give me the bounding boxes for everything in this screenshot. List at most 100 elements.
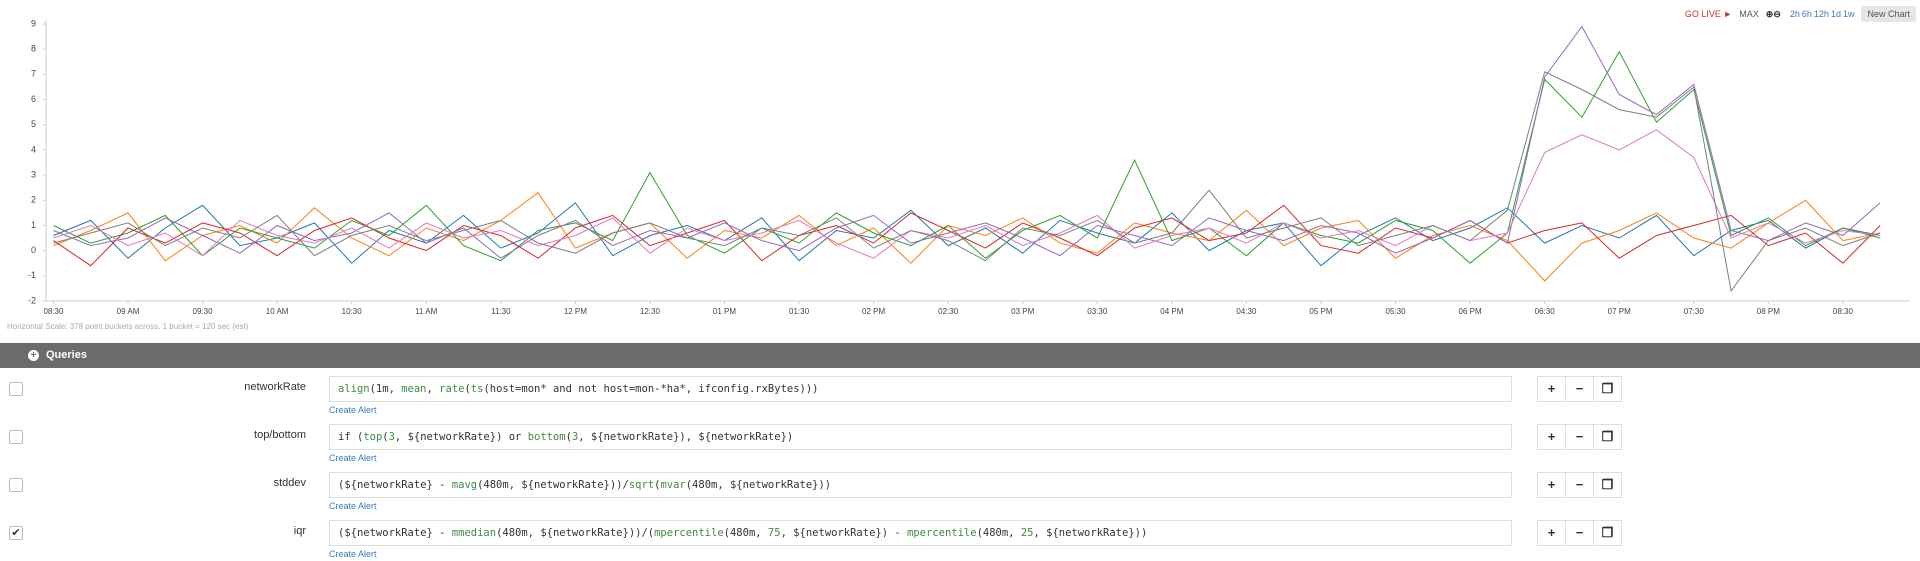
query-token: (480m, [723, 527, 768, 539]
query-token: , [426, 383, 440, 395]
x-tick-label: 08 PM [1757, 307, 1780, 316]
copy-button[interactable]: ❐ [1593, 376, 1622, 402]
range-link[interactable]: 1w [1842, 9, 1855, 19]
x-tick-label: 08:30 [43, 307, 64, 316]
query-input[interactable]: (${networkRate} - mavg (480m, ${networkRa… [329, 472, 1512, 498]
y-tick-label: 1 [31, 220, 36, 230]
query-buttons: + − ❐ [1537, 520, 1622, 546]
y-tick-label: 8 [31, 44, 36, 54]
query-token: (480m, ${networkRate})) [685, 479, 832, 491]
query-buttons: + − ❐ [1537, 376, 1622, 402]
query-row: stddev (${networkRate} - mavg(480m, ${net… [0, 472, 1920, 520]
x-tick-label: 12 PM [564, 307, 587, 316]
zoom[interactable]: ⊕⊖ [1765, 8, 1781, 19]
query-input[interactable]: if (top(3, ${networkRate}) or bottom(3, … [329, 424, 1512, 450]
series-line [53, 129, 1881, 259]
y-tick-label: 0 [31, 245, 36, 255]
max[interactable]: MAX [1739, 9, 1759, 19]
checkbox[interactable] [9, 430, 23, 444]
query-token: mmedian [451, 527, 497, 539]
checkbox[interactable] [9, 382, 23, 396]
query-row: top/bottom if (top(3, ${networkRate}) or … [0, 424, 1920, 472]
query-token: top [363, 431, 383, 443]
x-tick-label: 07:30 [1684, 307, 1705, 316]
x-tick-label: 09 AM [117, 307, 140, 316]
query-token: 25 [1020, 527, 1034, 539]
x-tick-label: 02:30 [938, 307, 959, 316]
x-tick-label: 09:30 [193, 307, 214, 316]
query-token: mavg [451, 479, 478, 491]
query-token: ts [470, 383, 484, 395]
copy-button[interactable]: ❐ [1593, 472, 1622, 498]
query-token: 3 [571, 431, 579, 443]
x-tick-label: 04 PM [1160, 307, 1183, 316]
create-alert[interactable]: Create Alert [329, 453, 377, 463]
create-alert[interactable]: Create Alert [329, 549, 377, 559]
query-name: iqr [293, 525, 306, 537]
query-token: 3 [388, 431, 395, 443]
query-token: , ${networkRate})) [1033, 527, 1148, 539]
query-token: bottom [527, 431, 566, 443]
remove-button[interactable]: − [1565, 376, 1594, 402]
query-name: top/bottom [254, 429, 306, 441]
x-tick-label: 11 AM [415, 307, 437, 316]
x-tick-label: 04:30 [1236, 307, 1257, 316]
y-tick-label: -2 [28, 295, 36, 305]
range-link[interactable]: 2h [1789, 9, 1800, 19]
series-line [53, 50, 1881, 264]
go-live[interactable]: GO LIVE ► [1684, 9, 1733, 19]
query-token: (480m, ${networkRate}))/( [496, 527, 655, 539]
x-tick-label: 05 PM [1309, 307, 1332, 316]
y-tick-label: 6 [31, 94, 36, 104]
query-token: mpercentile [654, 527, 724, 539]
query-token: sqrt [628, 479, 655, 491]
remove-button[interactable]: − [1565, 472, 1594, 498]
remove-button[interactable]: − [1565, 424, 1594, 450]
y-tick-label: -1 [28, 270, 36, 280]
y-tick-label: 5 [31, 119, 36, 129]
query-token: align [338, 383, 370, 395]
x-tick-label: 03:30 [1087, 307, 1108, 316]
query-token: 75 [767, 527, 781, 539]
x-tick-label: 01 PM [713, 307, 736, 316]
query-buttons: + − ❐ [1537, 472, 1622, 498]
x-tick-label: 06:30 [1535, 307, 1556, 316]
query-token: (1m, [369, 383, 402, 395]
add-button[interactable]: + [1537, 424, 1566, 450]
query-token: mean [401, 383, 427, 395]
remove-button[interactable]: − [1565, 520, 1594, 546]
copy-button[interactable]: ❐ [1593, 424, 1622, 450]
add-button[interactable]: + [1537, 472, 1566, 498]
series-line [53, 191, 1881, 282]
y-tick-label: 4 [31, 144, 36, 154]
query-input[interactable]: align(1m, mean, rate(ts(host=mon* and no… [329, 376, 1512, 402]
query-token: if ( [338, 431, 364, 443]
copy-button[interactable]: ❐ [1593, 520, 1622, 546]
create-alert[interactable]: Create Alert [329, 405, 377, 415]
query-token: rate [439, 383, 465, 395]
series-line [53, 202, 1881, 267]
create-alert[interactable]: Create Alert [329, 501, 377, 511]
x-tick-label: 10 AM [266, 307, 289, 316]
x-tick-label: 12:30 [640, 307, 661, 316]
series-line [53, 204, 1881, 267]
range-link[interactable]: 12h [1813, 9, 1829, 19]
checkbox[interactable]: ✔ [9, 526, 23, 540]
go-live-label[interactable]: GO LIVE [1684, 9, 1721, 19]
range-link[interactable]: 1d [1830, 9, 1841, 19]
range-link[interactable]: 6h [1801, 9, 1812, 19]
new-chart[interactable]: New Chart [1861, 6, 1916, 22]
x-tick-label: 07 PM [1608, 307, 1631, 316]
add-button[interactable]: + [1537, 520, 1566, 546]
y-tick-label: 2 [31, 195, 36, 205]
query-input[interactable]: (${networkRate} - mmedian(480m, ${networ… [329, 520, 1512, 546]
query-token: (${networkRate} - [338, 479, 452, 491]
query-token: ( [382, 431, 389, 443]
y-tick-label: 9 [31, 18, 36, 28]
checkbox[interactable] [9, 478, 23, 492]
add-button[interactable]: + [1537, 376, 1566, 402]
expand-icon[interactable]: + [28, 350, 39, 361]
series-line [53, 25, 1881, 259]
queries-header[interactable]: + Queries [0, 343, 1920, 368]
